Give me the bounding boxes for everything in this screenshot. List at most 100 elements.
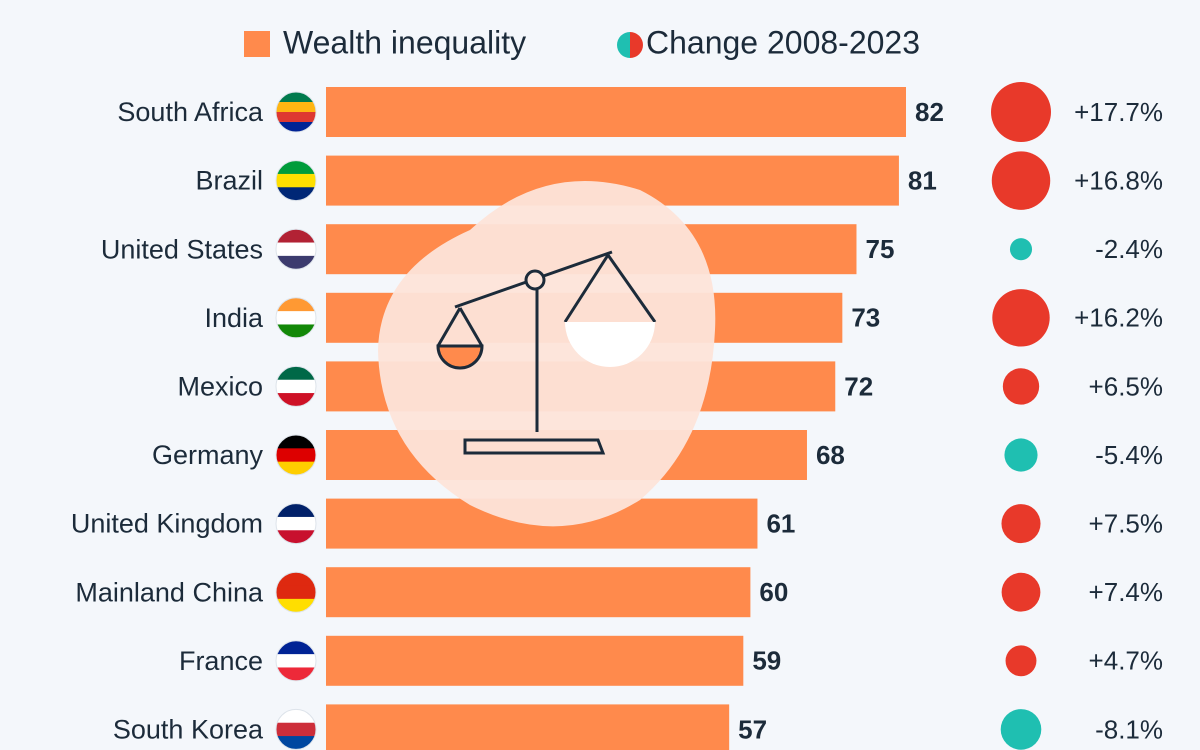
- flag-border: [275, 160, 317, 202]
- category-label: South Africa: [117, 97, 264, 127]
- flag-stripe: [276, 311, 316, 325]
- category-label: Brazil: [195, 166, 263, 196]
- change-bubble: [991, 151, 1051, 210]
- decorative-icon: [378, 181, 716, 527]
- legend-swatch: [244, 31, 270, 57]
- flag-stripe: [276, 461, 316, 475]
- bar: [326, 704, 730, 750]
- legend-swatch: [617, 32, 630, 58]
- category-label: Germany: [152, 440, 264, 470]
- category-label: Mainland China: [75, 577, 264, 607]
- flag-stripe: [276, 530, 316, 544]
- value-label: 57: [738, 714, 767, 744]
- legend-label: Change 2008-2023: [646, 24, 920, 60]
- flag-stripe: [276, 435, 316, 449]
- category-label: United States: [101, 234, 263, 264]
- flag-border: [275, 297, 317, 339]
- flag: [275, 434, 317, 476]
- change-label: +16.2%: [1074, 303, 1163, 333]
- value-label: 68: [816, 440, 845, 470]
- flag: [275, 365, 317, 407]
- flag-stripe: [276, 640, 316, 655]
- flag-stripe: [276, 324, 316, 338]
- category-label: Mexico: [177, 372, 263, 402]
- value-label: 75: [865, 234, 894, 264]
- change-bubble: [992, 289, 1050, 347]
- flag: [275, 91, 317, 133]
- flag-stripe: [276, 187, 316, 201]
- change-label: +7.5%: [1089, 508, 1163, 538]
- flag-stripe: [276, 598, 316, 613]
- flag-border: [275, 708, 317, 750]
- flag-border: [275, 571, 317, 613]
- flag-stripe: [276, 102, 316, 113]
- change-label: +7.4%: [1089, 577, 1163, 607]
- flag-border: [275, 91, 317, 133]
- flag-stripe: [276, 503, 316, 518]
- category-label: South Korea: [113, 715, 264, 745]
- flag-stripe: [276, 173, 316, 188]
- change-label: +17.7%: [1074, 97, 1163, 127]
- flag-border: [275, 434, 317, 476]
- flag-border: [275, 503, 317, 545]
- value-label: 82: [915, 97, 944, 127]
- category-label: United Kingdom: [71, 509, 263, 539]
- value-label: 81: [908, 165, 937, 195]
- flag-border: [275, 365, 317, 407]
- flag-stripe: [276, 366, 316, 381]
- change-bubble: [1001, 504, 1041, 544]
- category-label: India: [204, 303, 264, 333]
- flag-stripe: [276, 654, 316, 668]
- legend: Wealth inequality Change 2008-2023: [244, 24, 920, 60]
- flag-border: [275, 640, 317, 682]
- flag-stripe: [276, 722, 316, 737]
- flag: [275, 228, 317, 270]
- flag: [275, 571, 317, 613]
- flag-stripe: [276, 297, 316, 312]
- flag: [275, 160, 317, 202]
- change-label: -8.1%: [1095, 714, 1163, 744]
- change-bubble: [1009, 238, 1033, 261]
- flag-stripe: [276, 255, 316, 270]
- bar: [326, 87, 906, 137]
- bar: [326, 635, 744, 686]
- change-label: +16.8%: [1074, 165, 1163, 195]
- value-label: 60: [759, 577, 788, 607]
- flag-stripe: [276, 448, 316, 463]
- flag: [275, 708, 317, 750]
- flag-stripe: [276, 585, 316, 600]
- flag-stripe: [276, 379, 316, 394]
- flag-stripe: [276, 572, 316, 587]
- flag: [275, 503, 317, 545]
- flag-stripe: [276, 393, 316, 407]
- category-label: France: [179, 646, 263, 676]
- change-label: -2.4%: [1095, 234, 1163, 264]
- flag-stripe: [276, 516, 316, 531]
- flag-border: [275, 228, 317, 270]
- change-label: +4.7%: [1089, 646, 1163, 676]
- flag-stripe: [276, 667, 316, 681]
- change-bubble: [1004, 438, 1038, 472]
- flag-stripe: [276, 242, 316, 257]
- value-label: 61: [766, 508, 795, 538]
- flag: [275, 297, 317, 339]
- legend-swatch: [630, 32, 643, 58]
- flag-stripe: [276, 122, 316, 132]
- change-label: -5.4%: [1095, 440, 1163, 470]
- flag-stripe: [276, 112, 316, 123]
- change-bubble: [1001, 572, 1041, 612]
- change-bubble: [1005, 645, 1037, 677]
- flag-stripe: [276, 229, 316, 244]
- flag-stripe: [276, 709, 316, 724]
- value-label: 73: [851, 303, 880, 333]
- change-label: +6.5%: [1089, 371, 1163, 401]
- flag-stripe: [276, 160, 316, 175]
- change-bubble: [1002, 368, 1040, 405]
- value-label: 72: [844, 371, 873, 401]
- bar: [326, 567, 751, 618]
- flag-stripe: [276, 736, 316, 750]
- change-bubble: [991, 82, 1051, 142]
- value-label: 59: [752, 646, 781, 676]
- legend-label: Wealth inequality: [283, 24, 526, 60]
